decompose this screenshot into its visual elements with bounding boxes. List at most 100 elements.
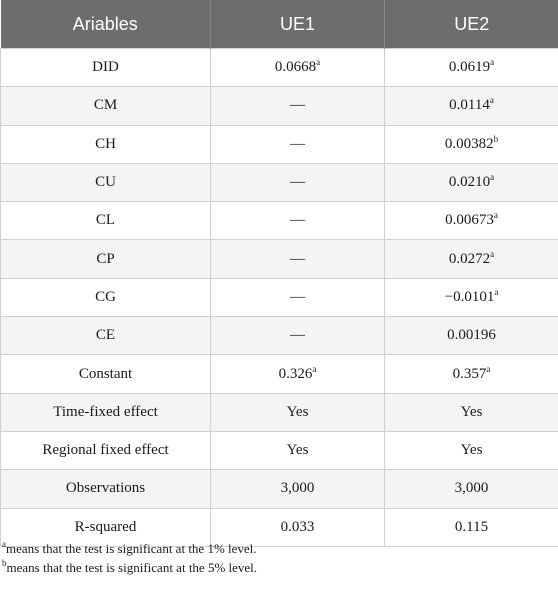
significance-mark: a: [490, 248, 495, 259]
variable-name: CM: [93, 97, 118, 114]
ue1-value: —: [290, 135, 305, 152]
table-body: DID 0.0668a 0.0619a CM —0.0114a CH —0.00382b CU…: [0, 47, 558, 547]
footnote-mark: a: [2, 539, 6, 549]
header-ue1: UE1: [210, 0, 385, 49]
ue2-value: 0.115: [454, 518, 489, 535]
variable-name: Time-fixed effect: [53, 403, 158, 420]
table-row: Observations 3,000 3,000: [0, 469, 558, 509]
ue1-value: —: [290, 288, 305, 305]
ue2-value: 0.0619: [448, 59, 491, 76]
footnote-mark: b: [2, 558, 7, 568]
variable-cell: CH: [0, 124, 211, 164]
table-row: CU — 0.0210a: [0, 162, 558, 202]
ue2-value: 0.0210: [448, 174, 491, 191]
footnote-text: means that the test is significant at th…: [6, 541, 257, 556]
variable-cell: CG: [0, 277, 211, 317]
ue1-cell: —: [210, 162, 385, 202]
variable-cell: DID: [0, 47, 211, 87]
variable-name: R-squared: [74, 518, 137, 535]
variable-cell: Regional fixed effect: [0, 430, 211, 470]
header-variables: Ariables: [0, 0, 211, 49]
table-row: CG — −0.0101a: [0, 277, 558, 317]
table-row: CE — 0.00196: [0, 316, 558, 355]
ue1-value: —: [290, 174, 305, 191]
ue1-value: 0.033: [280, 518, 315, 535]
ue1-value: —: [290, 250, 305, 267]
ue1-cell: 0.326a: [210, 354, 385, 394]
footnote-b: bmeans that the test is significant at t…: [2, 558, 257, 577]
ue2-cell: 0.0114a: [384, 86, 558, 126]
header-ue2: UE2: [384, 0, 558, 49]
ue1-value: Yes: [286, 403, 309, 420]
ue1-cell: 0.033: [210, 507, 385, 547]
ue2-cell: 0.00382b: [384, 124, 558, 164]
ue1-cell: Yes: [210, 392, 385, 432]
ue1-value: 0.326: [278, 365, 313, 382]
significance-mark: a: [493, 210, 498, 221]
variable-name: Observations: [65, 480, 146, 497]
variable-cell: CM: [0, 86, 211, 126]
ue1-value: Yes: [286, 442, 309, 459]
ue2-cell: 0.115: [384, 507, 558, 547]
ue1-value: 0.0668: [274, 59, 317, 76]
regression-table: Ariables UE1 UE2 DID 0.0668a 0.0619a CM —0.0…: [0, 0, 558, 547]
ue2-cell: 0.0210a: [384, 162, 558, 202]
variable-name: CP: [96, 250, 115, 267]
ue1-value: —: [290, 327, 305, 344]
significance-mark: a: [316, 57, 321, 68]
ue1-cell: —: [210, 316, 385, 355]
ue1-cell: —: [210, 239, 385, 279]
significance-mark: a: [486, 363, 491, 374]
ue2-value: 0.00382: [444, 135, 494, 152]
table-row: R-squared 0.033 0.115: [0, 507, 558, 547]
ue2-cell: 0.0272a: [384, 239, 558, 279]
ue2-cell: 0.357a: [384, 354, 558, 394]
variable-name: Regional fixed effect: [42, 442, 169, 459]
table-row: Time-fixed effect Yes Yes: [0, 392, 558, 432]
significance-mark: a: [490, 57, 495, 68]
header-row: Ariables UE1 UE2: [0, 0, 558, 49]
ue2-cell: 0.0619a: [384, 47, 558, 87]
ue2-cell: 0.00196: [384, 316, 558, 355]
significance-mark: b: [493, 133, 499, 144]
significance-mark: a: [489, 95, 494, 106]
variable-name: CH: [95, 135, 116, 152]
ue2-value: Yes: [460, 403, 483, 420]
variable-cell: Constant: [0, 354, 211, 394]
ue2-cell: Yes: [384, 392, 558, 432]
variable-cell: CP: [0, 239, 211, 279]
ue2-value: 0.0272: [448, 250, 491, 267]
ue2-value: Yes: [460, 442, 483, 459]
table-row: CP — 0.0272a: [0, 239, 558, 279]
ue2-cell: −0.0101a: [384, 277, 558, 317]
variable-cell: R-squared: [0, 507, 211, 547]
ue2-cell: 0.00673a: [384, 201, 558, 240]
ue1-cell: —: [210, 201, 385, 240]
ue1-cell: —: [210, 124, 385, 164]
table-row: DID 0.0668a 0.0619a: [0, 47, 558, 87]
variable-name: DID: [92, 59, 119, 76]
ue2-value: 0.00673: [445, 212, 494, 229]
ue1-cell: 0.0668a: [210, 47, 385, 87]
footnotes: ameans that the test is significant at t…: [2, 539, 257, 577]
variable-name: CE: [95, 327, 116, 344]
significance-mark: a: [312, 363, 317, 374]
ue1-value: —: [290, 97, 305, 114]
table-row: Regional fixed effect Yes Yes: [0, 430, 558, 470]
ue1-cell: Yes: [210, 430, 385, 470]
ue2-value: 3,000: [454, 480, 489, 497]
ue2-cell: 3,000: [384, 469, 558, 509]
ue2-value: 0.357: [452, 365, 487, 382]
significance-mark: a: [490, 172, 495, 183]
variable-cell: CU: [0, 162, 211, 202]
ue2-value: −0.0101: [444, 288, 495, 305]
table-row: CH — 0.00382b: [0, 124, 558, 164]
variable-cell: Observations: [0, 469, 211, 509]
ue1-cell: —: [210, 277, 385, 317]
ue2-value: 0.00196: [447, 327, 496, 344]
ue1-value: 3,000: [280, 480, 315, 497]
footnote-a: ameans that the test is significant at t…: [2, 539, 257, 558]
variable-name: Constant: [78, 365, 133, 382]
variable-cell: Time-fixed effect: [0, 392, 211, 432]
ue1-value: —: [290, 212, 305, 229]
